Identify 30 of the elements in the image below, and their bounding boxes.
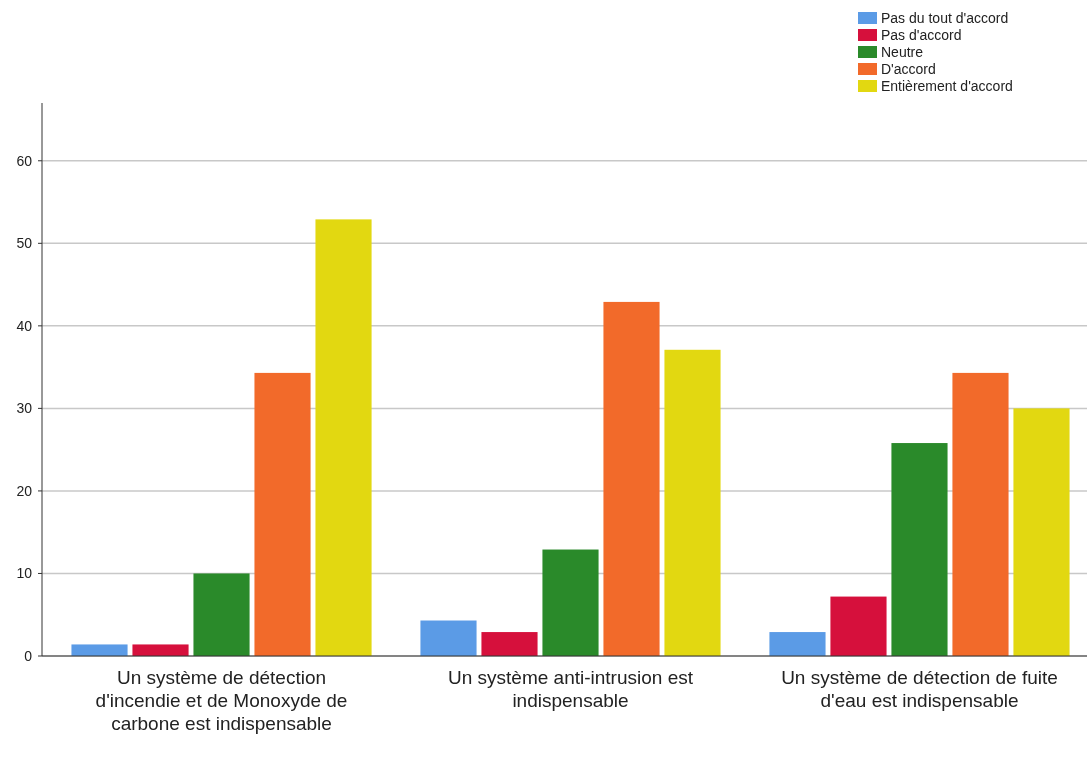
- y-tick-label: 30: [16, 400, 33, 417]
- x-tick-label: Un système de détection de fuite d'eau est indispensable: [781, 667, 1058, 711]
- legend-label: Entièrement d'accord: [881, 77, 1013, 94]
- bar: [891, 443, 948, 656]
- bar: [952, 372, 1009, 656]
- x-tick-label: Un système de détection d'incendie et de Monoxyde de carbone est indispensable: [95, 667, 348, 734]
- bar: [315, 219, 372, 656]
- bar: [603, 301, 660, 656]
- bar: [664, 349, 721, 656]
- legend-label: Pas d'accord: [881, 26, 962, 43]
- y-tick-label: 20: [16, 482, 33, 499]
- y-tick-label: 60: [16, 152, 33, 169]
- y-tick-label: 0: [24, 647, 33, 664]
- bar: [769, 632, 826, 656]
- y-tick-label: 10: [16, 565, 33, 582]
- bar: [420, 620, 477, 656]
- bar: [542, 549, 599, 656]
- bar: [132, 644, 189, 656]
- legend-label: D'accord: [881, 60, 936, 77]
- bar: [481, 632, 538, 656]
- bar: [193, 573, 250, 656]
- y-tick-label: 50: [16, 235, 33, 252]
- legend-label: Neutre: [881, 43, 924, 60]
- bar: [254, 372, 311, 656]
- x-tick-label: Un système anti-intrusion est indispensable: [448, 667, 694, 711]
- bar: [830, 596, 887, 656]
- bar: [71, 644, 128, 656]
- legend-label: Pas du tout d'accord: [881, 9, 1009, 26]
- bar: [1013, 408, 1070, 656]
- y-tick-label: 40: [16, 317, 33, 334]
